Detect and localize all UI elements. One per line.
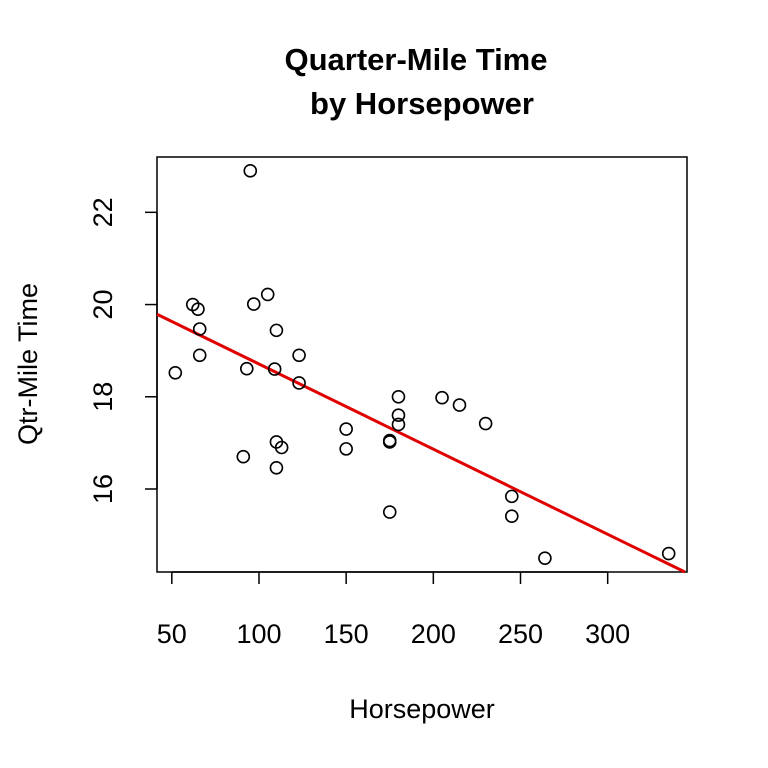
- data-point: [478, 416, 493, 431]
- data-point: [391, 408, 406, 423]
- data-point: [269, 323, 284, 338]
- y-tick-label: 22: [88, 197, 118, 227]
- data-point: [269, 460, 284, 475]
- data-point: [274, 440, 289, 455]
- data-point: [246, 297, 261, 311]
- x-tick-label: 300: [585, 619, 630, 649]
- data-point: [538, 551, 552, 565]
- data-point: [339, 422, 353, 436]
- data-point: [452, 398, 467, 412]
- data-point: [391, 389, 406, 404]
- regression-line: [156, 312, 686, 574]
- data-point: [391, 417, 406, 432]
- x-axis-label: Horsepower: [349, 694, 495, 724]
- data-point: [168, 365, 183, 380]
- data-point: [260, 287, 275, 302]
- data-points: [168, 164, 676, 565]
- y-axis: 16 18 20 22: [88, 197, 158, 504]
- data-point: [192, 348, 207, 363]
- data-point: [504, 489, 519, 504]
- data-point: [292, 348, 306, 363]
- y-tick-label: 20: [88, 290, 118, 320]
- y-tick-label: 16: [88, 474, 118, 504]
- regression-line-group: [156, 312, 686, 574]
- chart-title-line1: Quarter-Mile Time: [284, 42, 547, 77]
- x-tick-label: 100: [236, 619, 281, 649]
- x-tick-label: 150: [324, 619, 369, 649]
- x-tick-label: 200: [411, 619, 456, 649]
- data-point: [191, 302, 205, 316]
- data-point: [339, 442, 353, 456]
- y-axis-label: Qtr-Mile Time: [13, 283, 43, 445]
- data-point: [236, 449, 251, 464]
- data-point: [382, 433, 397, 448]
- chart-title-line2: by Horsepower: [310, 86, 534, 121]
- data-point: [192, 322, 207, 336]
- data-point: [243, 164, 258, 178]
- data-point: [292, 376, 306, 390]
- plot-frame: [156, 156, 688, 573]
- y-tick-label: 18: [88, 382, 118, 412]
- x-tick-label: 250: [498, 619, 543, 649]
- x-tick-label: 50: [157, 619, 187, 649]
- data-point: [382, 505, 397, 519]
- data-point: [435, 390, 449, 405]
- data-point: [504, 509, 519, 524]
- x-axis: 50 100 150 200 250 300: [157, 571, 630, 649]
- data-point: [267, 362, 282, 376]
- data-point: [239, 361, 254, 376]
- data-point: [661, 546, 676, 561]
